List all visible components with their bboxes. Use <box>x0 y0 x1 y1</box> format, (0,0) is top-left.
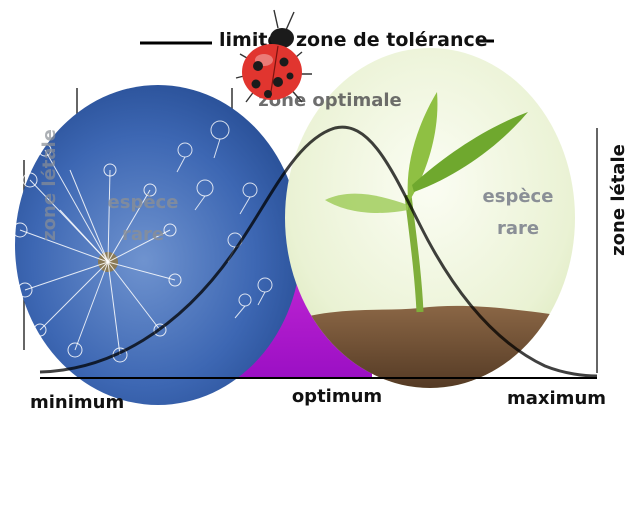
dandelion-disc: espèce rare zone létale <box>12 85 301 405</box>
rare-right-line1: espèce <box>483 186 554 207</box>
tolerance-label: zone de tolérance <box>296 29 488 51</box>
lethal-left-label: zone létale <box>39 129 60 241</box>
axis-minimum: minimum <box>30 392 124 413</box>
optimal-zone-label: zone optimale <box>258 90 401 111</box>
ladybug-icon <box>235 9 312 103</box>
rare-right-line2: rare <box>497 218 539 239</box>
rare-left-line1: espèce <box>108 192 179 213</box>
lethal-right-label: zone létale <box>608 144 629 256</box>
dandelion-icon <box>12 143 182 363</box>
rare-left-label: espèce rare <box>108 192 179 245</box>
axis-maximum: maximum <box>507 388 606 409</box>
axis-optimum: optimum <box>292 386 382 407</box>
rare-left-line2: rare <box>122 224 164 245</box>
axis-labels: minimum optimum maximum <box>30 386 606 413</box>
rare-right-label: espèce rare <box>483 186 554 239</box>
tolerance-curve <box>39 125 598 378</box>
floating-seeds <box>176 120 273 319</box>
sprout-icon <box>325 92 528 313</box>
tolerance-header: limites zone de tolérance <box>140 29 494 51</box>
